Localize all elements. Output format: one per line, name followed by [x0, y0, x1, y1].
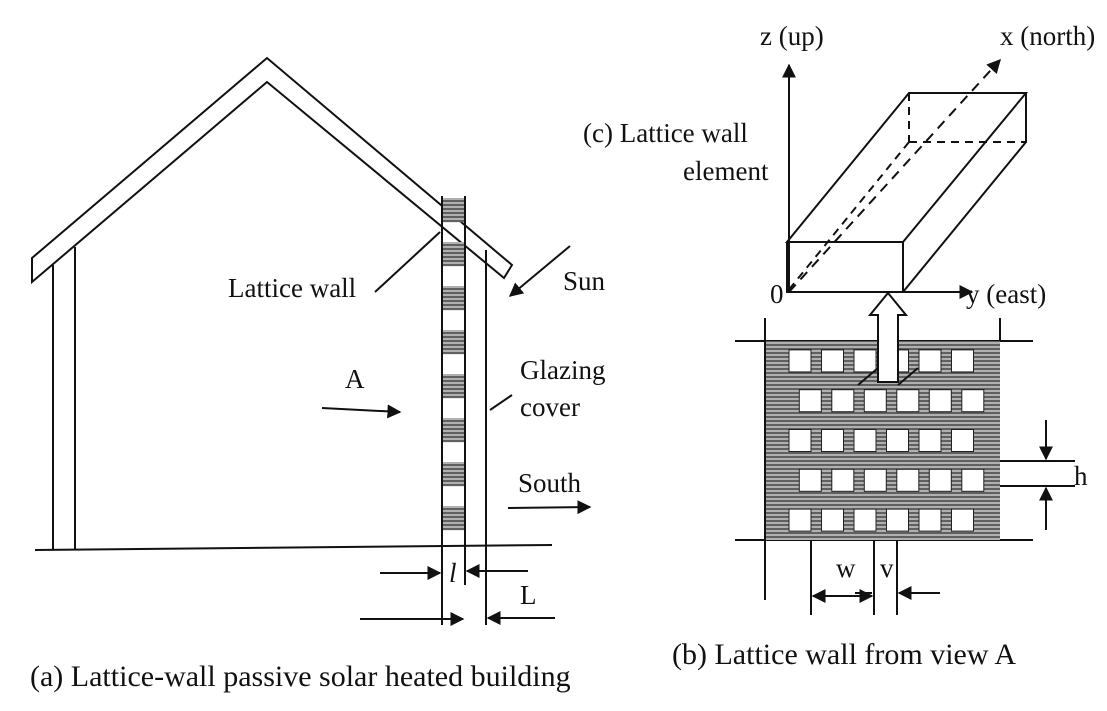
lattice-opening: [798, 389, 822, 413]
lattice-opening: [951, 349, 974, 373]
lattice-opening: [886, 429, 909, 452]
sun-arrow: [508, 245, 571, 297]
axis-y-label: y (east): [966, 279, 1046, 309]
roof-outline: [31, 56, 514, 285]
caption-b: (b) Lattice wall from view A: [672, 638, 1016, 671]
lattice-opening: [863, 468, 887, 492]
element-callout-arrow: [867, 291, 909, 383]
glazing-label-line2: cover: [520, 392, 580, 422]
lattice-opening: [886, 508, 909, 532]
lattice-opening: [896, 389, 920, 413]
x-axis: [788, 58, 1001, 293]
lattice-opening: [821, 508, 844, 532]
lattice-opening: [798, 468, 822, 492]
lattice-opening: [821, 349, 844, 373]
lattice-opening: [918, 429, 942, 452]
lattice-opening: [951, 508, 974, 532]
dim-L-label: L: [520, 580, 537, 610]
lattice-column-brick: [443, 330, 464, 355]
lattice-opening: [928, 468, 952, 492]
view-a-arrow: [321, 404, 402, 419]
lattice-opening: [918, 508, 942, 532]
lattice-column-brick: [443, 286, 464, 311]
glazing-leader: [489, 394, 513, 411]
element-title-line2: element: [683, 156, 769, 186]
panel-a-building: Lattice wall Sun A Glazing cover South l…: [30, 56, 606, 693]
dim-w-label: w: [836, 553, 856, 583]
lattice-opening: [863, 389, 887, 413]
sun-label: Sun: [563, 266, 606, 296]
lattice-opening: [831, 468, 855, 492]
lattice-opening: [896, 468, 920, 492]
lattice-column-brick: [443, 506, 464, 531]
lattice-opening: [961, 468, 985, 492]
dim-h-label: h: [1074, 461, 1088, 491]
view-a-label: A: [345, 364, 365, 394]
lattice-opening: [951, 429, 974, 452]
lattice-opening: [853, 429, 877, 452]
caption-a: (a) Lattice-wall passive solar heated bu…: [30, 660, 571, 693]
lattice-opening: [918, 349, 942, 373]
lattice-wall-section: [441, 196, 466, 548]
element-box: [784, 92, 1029, 293]
panel-c-lattice-element: z (up) x (north) y (east) 0 (c) Lattice …: [583, 21, 1095, 309]
lattice-column-brick: [443, 374, 464, 399]
ground-line: [34, 544, 553, 551]
lattice-opening: [853, 349, 877, 373]
lattice-wall-leader: [374, 231, 441, 293]
element-title-line1: (c) Lattice wall: [583, 118, 748, 148]
lattice-wall-label: Lattice wall: [228, 273, 356, 303]
lattice-opening: [788, 429, 812, 452]
lattice-column-brick: [443, 462, 464, 487]
glazing-label-line1: Glazing: [520, 355, 605, 385]
lattice-column-brick: [443, 198, 464, 223]
lattice-opening: [961, 389, 985, 413]
south-arrow: [507, 500, 592, 515]
dim-v-label: v: [880, 553, 894, 583]
axis-z-label: z (up): [760, 21, 824, 51]
lattice-column-brick: [443, 418, 464, 443]
lattice-opening: [788, 349, 812, 373]
lattice-opening: [788, 508, 812, 532]
lattice-opening: [831, 389, 855, 413]
dim-l-label: l: [449, 558, 457, 588]
lattice-opening: [821, 429, 844, 452]
lattice-column-brick: [443, 242, 464, 267]
panel-b-lattice-view: h w v (b) Lattice wall from view A: [672, 291, 1088, 671]
origin-label: 0: [770, 279, 784, 309]
lattice-opening: [928, 389, 952, 413]
lattice-grid-openings: [788, 349, 985, 532]
lattice-opening: [853, 508, 877, 532]
axis-x-label: x (north): [1000, 21, 1095, 51]
south-label: South: [518, 468, 582, 498]
